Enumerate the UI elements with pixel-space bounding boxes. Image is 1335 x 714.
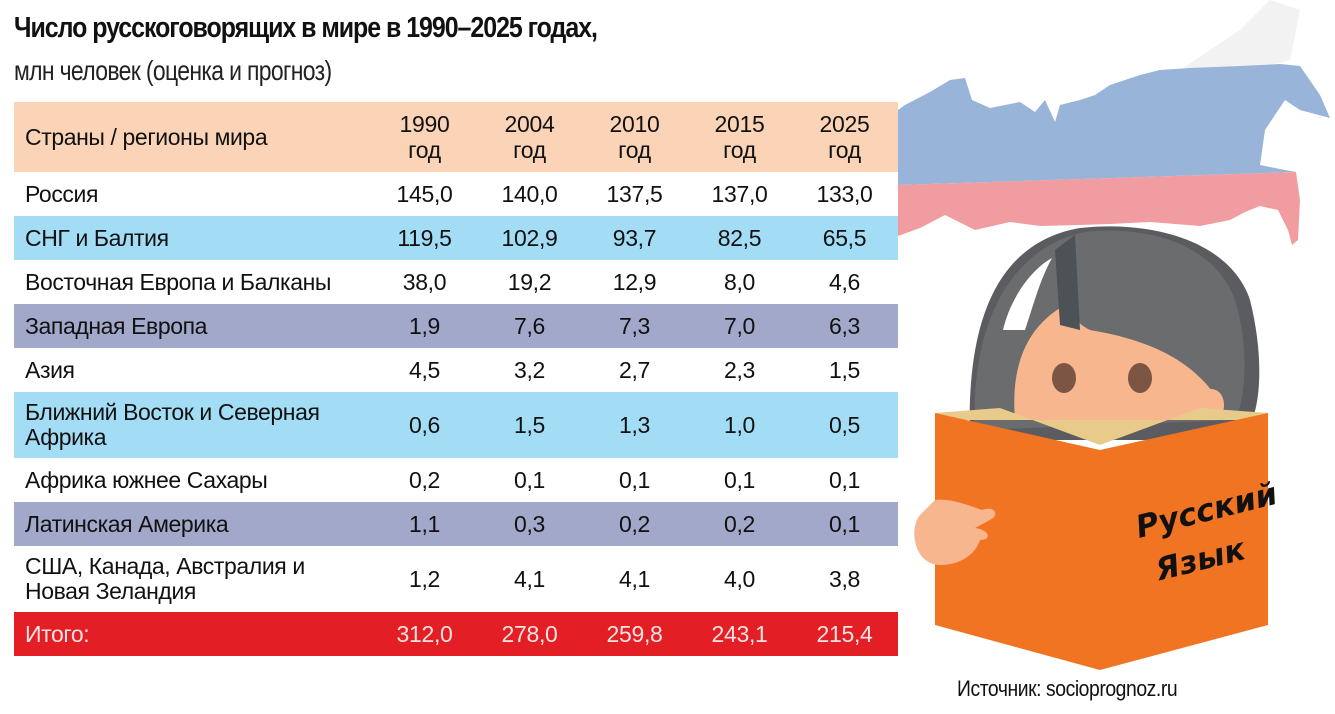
value-cell: 1,9: [408, 312, 441, 339]
value-cell: 7,3: [618, 312, 651, 339]
region-name: СНГ и Балтия: [25, 224, 169, 251]
russia-map-flag-icon: [898, 0, 1330, 245]
region-name: Африка южнее Сахары: [25, 466, 268, 493]
value-cell: 38,0: [402, 268, 447, 295]
total-label: Итого:: [25, 620, 90, 647]
region-name: Западная Европа: [25, 312, 208, 339]
column-header-year: 2010 год: [609, 111, 660, 163]
value-cell: 0,1: [513, 466, 546, 493]
value-cell: 4,0: [723, 565, 756, 592]
value-cell: 4,5: [408, 356, 441, 383]
value-cell: 82,5: [717, 224, 762, 251]
value-cell: 3,2: [513, 356, 546, 383]
value-cell: 2,7: [618, 356, 651, 383]
table-row: СНГ и Балтия 119,5 102,9 93,7 82,5 65,5: [14, 216, 898, 260]
value-cell: 137,0: [711, 180, 768, 207]
value-cell: 1,1: [408, 510, 441, 537]
total-value: 259,8: [606, 620, 663, 647]
value-cell: 93,7: [612, 224, 657, 251]
table-row: Ближний Восток и Северная Африка 0,6 1,5 1,…: [14, 392, 898, 458]
total-value: 215,4: [816, 620, 873, 647]
value-cell: 0,2: [618, 510, 651, 537]
hand-icon: [914, 499, 996, 565]
value-cell: 133,0: [816, 180, 873, 207]
speakers-table: Страны / регионы мира 1990 год 2004 год 20…: [14, 102, 898, 656]
table-row: Россия 145,0 140,0 137,5 137,0 133,0: [14, 172, 898, 216]
region-name: Россия: [25, 180, 99, 207]
column-header-year: 2025 год: [819, 111, 870, 163]
table-header-row: Страны / регионы мира 1990 год 2004 год 20…: [14, 102, 898, 172]
value-cell: 102,9: [501, 224, 558, 251]
value-cell: 2,3: [723, 356, 756, 383]
table-row: Восточная Европа и Балканы 38,0 19,2 12,9 8,…: [14, 260, 898, 304]
value-cell: 1,2: [408, 565, 441, 592]
value-cell: 0,5: [828, 411, 861, 438]
value-cell: 0,1: [723, 466, 756, 493]
table-total-row: Итого: 312,0 278,0 259,8 243,1 215,4: [14, 612, 898, 656]
value-cell: 4,6: [828, 268, 861, 295]
column-header-region: Страны / регионы мира: [25, 123, 268, 150]
region-name: США, Канада, Австралия и Новая Зеландия: [25, 553, 305, 604]
column-header-year: 2004 год: [504, 111, 555, 163]
value-cell: 65,5: [822, 224, 867, 251]
illustration: Русский Язык: [898, 0, 1330, 670]
column-header-year: 2015 год: [714, 111, 765, 163]
column-header-year: 1990 год: [399, 111, 450, 163]
value-cell: 19,2: [507, 268, 552, 295]
table-row: Латинская Америка 1,1 0,3 0,2 0,2 0,1: [14, 502, 898, 546]
value-cell: 0,1: [828, 510, 861, 537]
value-cell: 0,3: [513, 510, 546, 537]
page-title: Число русскоговорящих в мире в 1990–2025…: [14, 12, 598, 44]
left-eye-icon: [1052, 363, 1076, 393]
value-cell: 12,9: [612, 268, 657, 295]
value-cell: 3,8: [828, 565, 861, 592]
value-cell: 6,3: [828, 312, 861, 339]
table-row: Африка южнее Сахары 0,2 0,1 0,1 0,1 0,1: [14, 458, 898, 502]
value-cell: 0,1: [828, 466, 861, 493]
value-cell: 8,0: [723, 268, 756, 295]
total-value: 243,1: [711, 620, 768, 647]
region-name: Азия: [25, 356, 75, 383]
value-cell: 140,0: [501, 180, 558, 207]
value-cell: 0,2: [408, 466, 441, 493]
total-value: 278,0: [501, 620, 558, 647]
region-name: Ближний Восток и Северная Африка: [25, 399, 320, 450]
right-eye-icon: [1128, 363, 1152, 393]
table-row: США, Канада, Австралия и Новая Зеландия 1…: [14, 546, 898, 612]
value-cell: 4,1: [513, 565, 546, 592]
region-name: Восточная Европа и Балканы: [25, 268, 332, 295]
value-cell: 0,2: [723, 510, 756, 537]
value-cell: 1,5: [828, 356, 861, 383]
value-cell: 1,0: [723, 411, 756, 438]
book-icon: [935, 408, 1268, 670]
source-caption: Источник: socioprognoz.ru: [957, 676, 1178, 701]
value-cell: 0,6: [408, 411, 441, 438]
value-cell: 1,5: [513, 411, 546, 438]
value-cell: 7,0: [723, 312, 756, 339]
value-cell: 4,1: [618, 565, 651, 592]
value-cell: 145,0: [396, 180, 453, 207]
region-name: Латинская Америка: [25, 510, 229, 537]
value-cell: 0,1: [618, 466, 651, 493]
value-cell: 1,3: [618, 411, 651, 438]
value-cell: 137,5: [606, 180, 663, 207]
total-value: 312,0: [396, 620, 453, 647]
table-row: Азия 4,5 3,2 2,7 2,3 1,5: [14, 348, 898, 392]
value-cell: 7,6: [513, 312, 546, 339]
page-subtitle: млн человек (оценка и прогноз): [14, 55, 332, 86]
value-cell: 119,5: [397, 224, 452, 251]
table-row: Западная Европа 1,9 7,6 7,3 7,0 6,3: [14, 304, 898, 348]
